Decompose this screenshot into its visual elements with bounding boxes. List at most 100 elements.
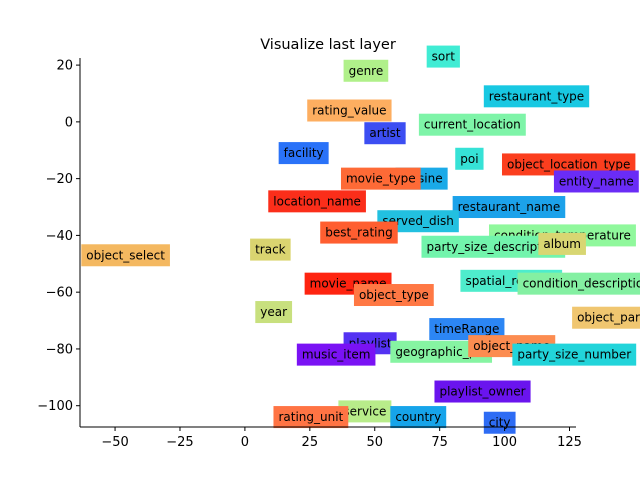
point-label: sort (426, 45, 460, 68)
point-marker (517, 272, 640, 295)
y-tick-label: 20 (56, 59, 73, 74)
point-marker (390, 406, 447, 429)
point-label: condition_description (517, 272, 640, 295)
point-label: object_type (353, 284, 434, 307)
point-marker (268, 190, 366, 213)
point-marker (501, 153, 636, 176)
point-marker (426, 45, 460, 68)
point-label: timeRange (429, 318, 505, 341)
point-label-text: condition_description (523, 277, 640, 291)
point-label: party_size_description (421, 235, 566, 258)
point-label-text: movie_type (346, 172, 416, 186)
point-marker (273, 406, 349, 429)
point-label-text: year (260, 305, 287, 319)
point-label: city (483, 411, 516, 434)
x-tick-label: 125 (557, 435, 582, 450)
point-label: music_item (296, 343, 376, 366)
point-marker (452, 196, 566, 219)
point-label: party_size_number (512, 343, 637, 366)
point-label-text: timeRange (434, 322, 499, 336)
point-label: movie_type (340, 167, 421, 190)
y-tick-label: −60 (46, 286, 73, 301)
point-label-text: rating_value (312, 104, 386, 118)
point-label: entity_name (553, 170, 639, 193)
point-label: service (338, 400, 392, 423)
point-marker (364, 122, 406, 145)
x-tick-label: −50 (101, 435, 128, 450)
point-label: restaurant_type (483, 85, 590, 108)
x-tick-label: 50 (366, 435, 383, 450)
point-label-text: city (489, 416, 511, 430)
point-label-text: artist (369, 126, 401, 140)
point-marker (538, 232, 586, 255)
point-marker (81, 244, 170, 267)
axes: −50 −25 0 25 50 75 100 125 20 0 −20 −40 −60 −80 −100 (37, 58, 582, 450)
point-label-text: sort (432, 50, 456, 64)
point-labels: object_select track year genre sort restauran… (81, 45, 640, 434)
point-label-text: album (543, 237, 581, 251)
point-label: current_location (418, 113, 526, 136)
x-tick-label: 100 (492, 435, 517, 450)
point-label: object_location_type (501, 153, 636, 176)
x-tick-label: 25 (302, 435, 319, 450)
point-label: rating_value (307, 99, 392, 122)
point-marker (353, 284, 434, 307)
point-label: year (255, 301, 293, 324)
point-label-text: entity_name (559, 174, 634, 188)
point-label: country (390, 406, 447, 429)
point-label-text: object_location_type (507, 157, 630, 171)
point-marker (250, 238, 291, 261)
point-label: object_select (81, 244, 170, 267)
point-label-text: served_dish (382, 214, 453, 228)
point-marker (343, 59, 389, 82)
point-label-text: party_size_description (426, 240, 560, 254)
point-label-text: facility (284, 146, 324, 160)
point-label-text: restaurant_type (489, 89, 584, 103)
y-tick-label: −20 (46, 172, 73, 187)
point-label-text: track (255, 243, 286, 257)
point-marker (307, 99, 392, 122)
point-marker (483, 411, 516, 434)
point-marker (483, 85, 590, 108)
point-label: facility (278, 142, 329, 165)
point-marker (296, 343, 376, 366)
point-label: genre (343, 59, 389, 82)
point-label: restaurant_name (452, 196, 566, 219)
point-label-text: location_name (273, 194, 361, 208)
chart-title: Visualize last layer (260, 37, 396, 53)
point-marker (320, 221, 398, 244)
y-tick-label: −40 (46, 229, 73, 244)
point-label-text: rating_unit (278, 410, 343, 424)
point-marker (421, 235, 566, 258)
point-label-text: poi (460, 152, 478, 166)
point-marker (553, 170, 639, 193)
point-label-text: restaurant_name (458, 200, 561, 214)
point-label-text: best_rating (325, 226, 393, 240)
point-label-text: object_type (359, 288, 429, 302)
x-tick-label: 75 (431, 435, 448, 450)
point-marker (572, 306, 640, 329)
point-label-text: country (395, 410, 441, 424)
x-tick-label: −25 (166, 435, 193, 450)
point-label-text: service (343, 404, 386, 418)
point-label-text: playlist_owner (439, 385, 525, 399)
point-label-text: object_select (86, 248, 165, 262)
point-label: rating_unit (273, 406, 349, 429)
point-marker (338, 400, 392, 423)
point-marker (512, 343, 637, 366)
point-label: best_rating (320, 221, 398, 244)
point-label-text: object_part (577, 311, 640, 325)
point-marker (390, 340, 493, 363)
y-tick-label: −80 (46, 342, 73, 357)
point-label-text: geographic_poi (395, 345, 487, 359)
y-tick-label: −100 (37, 399, 73, 414)
point-label: object_part (572, 306, 640, 329)
x-tick-label: 0 (241, 435, 249, 450)
point-marker (278, 142, 329, 165)
point-label: album (538, 232, 586, 255)
point-label: location_name (268, 190, 366, 213)
y-tick-label: 0 (65, 115, 73, 130)
point-label: playlist_owner (434, 380, 531, 403)
point-label-text: current_location (424, 118, 521, 132)
